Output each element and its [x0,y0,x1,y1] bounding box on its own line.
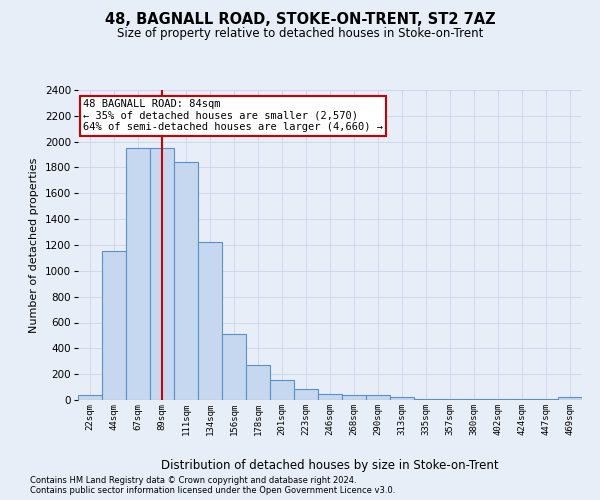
Bar [318,394,342,400]
Bar [366,396,390,400]
Bar [558,397,582,400]
Text: 48, BAGNALL ROAD, STOKE-ON-TRENT, ST2 7AZ: 48, BAGNALL ROAD, STOKE-ON-TRENT, ST2 7A… [104,12,496,28]
Text: Size of property relative to detached houses in Stoke-on-Trent: Size of property relative to detached ho… [117,28,483,40]
Bar [174,162,198,400]
Bar [342,395,366,400]
Bar [222,334,246,400]
Text: 48 BAGNALL ROAD: 84sqm
← 35% of detached houses are smaller (2,570)
64% of semi-: 48 BAGNALL ROAD: 84sqm ← 35% of detached… [83,100,383,132]
Bar [390,398,414,400]
Bar [78,396,102,400]
Bar [246,365,270,400]
Bar [126,148,150,400]
Y-axis label: Number of detached properties: Number of detached properties [29,158,39,332]
Bar [198,242,222,400]
Bar [270,380,294,400]
Text: Contains HM Land Registry data © Crown copyright and database right 2024.: Contains HM Land Registry data © Crown c… [30,476,356,485]
Bar [294,389,318,400]
Text: Distribution of detached houses by size in Stoke-on-Trent: Distribution of detached houses by size … [161,458,499,471]
Text: Contains public sector information licensed under the Open Government Licence v3: Contains public sector information licen… [30,486,395,495]
Bar [102,252,126,400]
Bar [150,148,174,400]
